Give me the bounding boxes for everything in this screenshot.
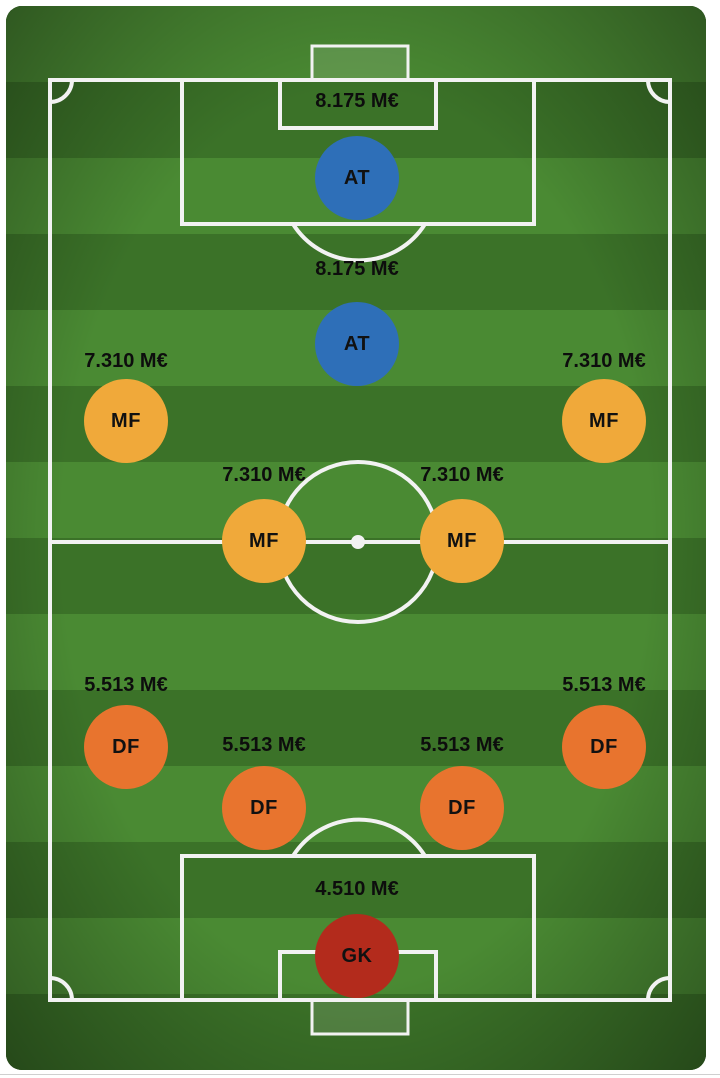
corner-arc-top-left — [49, 79, 74, 104]
player-token-gk[interactable]: GK — [315, 914, 399, 998]
player-price-label: 7.310 M€ — [562, 350, 646, 372]
player-token-at[interactable]: AT — [315, 136, 399, 220]
player-price-label: 5.513 M€ — [222, 734, 306, 756]
player-token-df[interactable]: DF — [222, 766, 306, 850]
player-token-mf[interactable]: MF — [420, 499, 504, 583]
player-price-label: 5.513 M€ — [420, 734, 504, 756]
corner-arc-bottom-left — [49, 976, 74, 1001]
player-price-label: 7.310 M€ — [420, 464, 504, 486]
player-price-label: 7.310 M€ — [84, 350, 168, 372]
top-goal — [310, 44, 410, 82]
bottom-divider — [0, 1074, 720, 1075]
player-token-at[interactable]: AT — [315, 302, 399, 386]
player-token-df[interactable]: DF — [420, 766, 504, 850]
player-token-mf[interactable]: MF — [222, 499, 306, 583]
player-price-label: 8.175 M€ — [315, 258, 399, 280]
player-price-label: 5.513 M€ — [562, 674, 646, 696]
player-token-mf[interactable]: MF — [84, 379, 168, 463]
player-token-df[interactable]: DF — [562, 705, 646, 789]
center-spot — [351, 535, 365, 549]
corner-arc-bottom-right — [646, 976, 671, 1001]
player-price-label: 8.175 M€ — [315, 90, 399, 112]
player-token-df[interactable]: DF — [84, 705, 168, 789]
player-price-label: 7.310 M€ — [222, 464, 306, 486]
football-pitch: 8.175 M€ AT 8.175 M€ AT 7.310 M€ MF 7.310 M€ MF… — [6, 6, 706, 1070]
player-price-label: 5.513 M€ — [84, 674, 168, 696]
corner-arc-top-right — [646, 79, 671, 104]
top-penalty-arc — [291, 222, 427, 263]
bottom-goal — [310, 998, 410, 1036]
player-price-label: 4.510 M€ — [315, 878, 399, 900]
top-six-yard-box — [278, 78, 438, 130]
bottom-penalty-arc — [291, 817, 427, 858]
player-token-mf[interactable]: MF — [562, 379, 646, 463]
